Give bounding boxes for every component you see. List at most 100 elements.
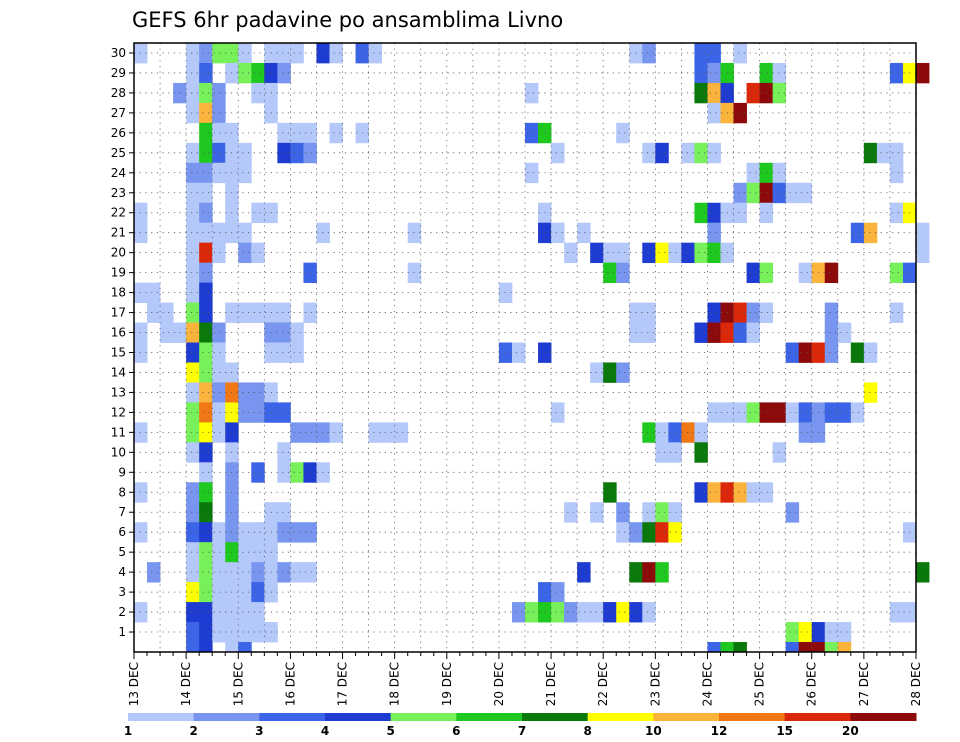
- heatmap-cell: [303, 262, 317, 284]
- heatmap-cell: [251, 62, 265, 84]
- colorbar-swatch: [193, 713, 260, 721]
- heatmap-cell: [668, 502, 682, 523]
- heatmap-cells: [134, 43, 930, 653]
- heatmap-cell: [759, 402, 774, 423]
- heatmap-cell: [277, 322, 291, 343]
- heatmap-cell: [186, 422, 200, 443]
- heatmap-cell: [733, 402, 747, 423]
- heatmap-cell: [616, 502, 630, 523]
- colorbar-tick-label: 4: [321, 724, 329, 738]
- heatmap-cell: [772, 82, 787, 104]
- heatmap-cell: [564, 242, 578, 264]
- heatmap-cell: [824, 642, 839, 653]
- heatmap-cell: [798, 622, 813, 643]
- y-tick-label: 25: [111, 146, 126, 160]
- heatmap-cell: [238, 602, 252, 623]
- heatmap-cell: [329, 422, 343, 443]
- heatmap-cell: [186, 82, 200, 104]
- heatmap-cell: [186, 282, 200, 303]
- heatmap-cell: [199, 162, 213, 184]
- heatmap-cell: [733, 102, 747, 124]
- y-axis: 1234567891011121314151617181920212223242…: [111, 46, 134, 639]
- heatmap-cell: [186, 322, 200, 343]
- heatmap-cell: [707, 302, 721, 323]
- heatmap-cell: [694, 62, 708, 84]
- heatmap-cell: [186, 242, 200, 264]
- heatmap-cell: [577, 222, 591, 244]
- heatmap-cell: [603, 602, 617, 623]
- heatmap-cell: [329, 122, 343, 144]
- heatmap-cell: [277, 402, 291, 423]
- heatmap-cell: [707, 102, 721, 124]
- heatmap-cell: [863, 142, 878, 164]
- heatmap-cell: [759, 302, 774, 323]
- heatmap-cell: [186, 342, 200, 363]
- heatmap-cell: [199, 402, 213, 423]
- heatmap-cell: [277, 142, 291, 164]
- heatmap-cell: [655, 242, 669, 264]
- heatmap-cell: [212, 142, 226, 164]
- colorbar-swatch: [784, 713, 851, 721]
- heatmap-cell: [642, 142, 656, 164]
- heatmap-cell: [186, 142, 200, 164]
- heatmap-cell: [251, 82, 265, 104]
- heatmap-cell: [290, 522, 304, 543]
- colorbar-swatch: [325, 713, 392, 721]
- colorbar-tick-label: 15: [776, 724, 793, 738]
- x-tick-label: 13 DEC: [127, 662, 141, 706]
- heatmap-cell: [642, 242, 656, 264]
- heatmap-cell: [329, 43, 343, 64]
- heatmap-cell: [655, 522, 669, 543]
- heatmap-cell: [199, 382, 213, 403]
- heatmap-cell: [212, 342, 226, 363]
- heatmap-cell: [290, 122, 304, 144]
- heatmap-cell: [798, 642, 813, 653]
- heatmap-cell: [616, 242, 630, 264]
- heatmap-cell: [251, 602, 265, 623]
- colorbar-swatch: [456, 713, 523, 721]
- heatmap-cell: [733, 642, 747, 653]
- heatmap-cell: [889, 62, 904, 84]
- heatmap-cell: [798, 342, 813, 363]
- heatmap-cell: [212, 422, 226, 443]
- heatmap-cell: [759, 482, 774, 503]
- heatmap-cell: [681, 142, 695, 164]
- x-tick-label: 25 DEC: [753, 662, 767, 706]
- heatmap-cell: [186, 62, 200, 84]
- heatmap-cell: [212, 122, 226, 144]
- heatmap-cell: [238, 522, 252, 543]
- heatmap-cell: [564, 602, 578, 623]
- heatmap-cell: [668, 442, 682, 463]
- heatmap-cell: [772, 402, 787, 423]
- heatmap-cell: [811, 642, 826, 653]
- heatmap-cell: [642, 422, 656, 443]
- heatmap-cell: [616, 122, 630, 144]
- heatmap-cell: [199, 322, 213, 343]
- heatmap-cell: [238, 242, 252, 264]
- heatmap-cell: [694, 322, 708, 343]
- heatmap-cell: [603, 482, 617, 503]
- heatmap-cell: [707, 43, 721, 64]
- heatmap-cell: [199, 422, 213, 443]
- y-tick-label: 18: [111, 286, 126, 300]
- heatmap-cell: [733, 482, 747, 503]
- heatmap-cell: [238, 162, 252, 184]
- heatmap-cell: [694, 242, 708, 264]
- heatmap-cell: [642, 322, 656, 343]
- heatmap-cell: [303, 122, 317, 144]
- heatmap-cell: [889, 262, 904, 284]
- heatmap-cell: [733, 182, 747, 204]
- heatmap-cell: [655, 142, 669, 164]
- heatmap-cell: [277, 62, 291, 84]
- heatmap-cell: [186, 202, 200, 224]
- heatmap-cell: [733, 43, 747, 64]
- heatmap-cell: [798, 262, 813, 284]
- heatmap-cell: [707, 82, 721, 104]
- y-tick-label: 11: [111, 425, 126, 439]
- heatmap-cell: [186, 602, 200, 623]
- heatmap-cell: [225, 642, 239, 653]
- heatmap-cell: [199, 562, 213, 583]
- heatmap-cell: [681, 242, 695, 264]
- y-tick-label: 12: [111, 405, 126, 419]
- heatmap-cell: [525, 162, 539, 184]
